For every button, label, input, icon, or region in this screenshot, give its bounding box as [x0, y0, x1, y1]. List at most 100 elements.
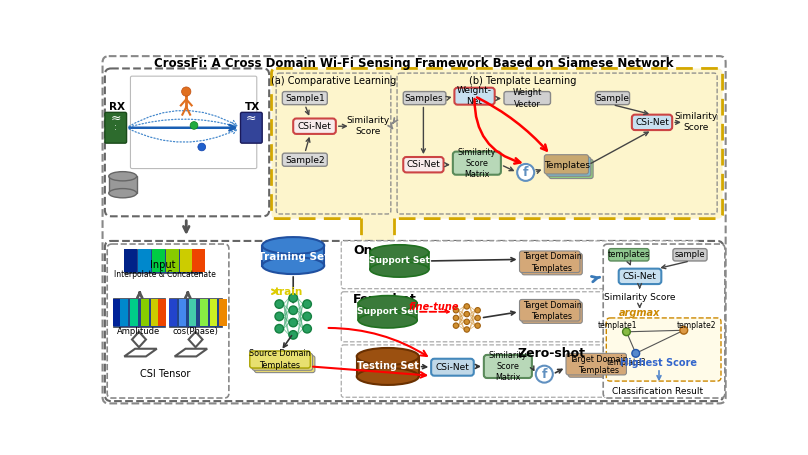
Circle shape: [453, 308, 459, 313]
Ellipse shape: [357, 348, 419, 365]
Circle shape: [289, 293, 297, 302]
FancyBboxPatch shape: [619, 268, 661, 284]
Text: Highest Score: Highest Score: [621, 358, 697, 368]
Circle shape: [275, 324, 284, 333]
Text: Similarity
Score: Similarity Score: [675, 112, 718, 132]
Bar: [124, 248, 202, 273]
Text: template3: template3: [607, 358, 646, 367]
Text: Templates: Templates: [544, 161, 590, 170]
Text: ≈: ≈: [246, 112, 257, 125]
Text: Target Domain
Templates: Target Domain Templates: [523, 301, 582, 321]
Text: (a) Comparative Learning: (a) Comparative Learning: [271, 76, 396, 86]
FancyBboxPatch shape: [549, 159, 593, 178]
Circle shape: [198, 143, 205, 151]
Text: Similarity Score: Similarity Score: [604, 293, 675, 303]
Text: Target Domain
Templates: Target Domain Templates: [523, 253, 582, 273]
Bar: [357, 356, 419, 376]
Circle shape: [289, 331, 297, 339]
Bar: [219, 298, 226, 326]
FancyBboxPatch shape: [403, 157, 444, 172]
FancyBboxPatch shape: [107, 244, 229, 398]
FancyBboxPatch shape: [250, 351, 310, 368]
Ellipse shape: [357, 368, 419, 385]
Text: One-shot: One-shot: [353, 244, 417, 257]
Ellipse shape: [109, 188, 137, 198]
Text: Testing Set: Testing Set: [357, 361, 419, 371]
Text: Sample: Sample: [595, 94, 629, 103]
Text: cos(Phase): cos(Phase): [173, 327, 218, 336]
Circle shape: [475, 315, 481, 321]
Text: templates: templates: [608, 250, 650, 259]
Bar: [192, 249, 205, 272]
FancyBboxPatch shape: [608, 248, 649, 261]
FancyBboxPatch shape: [568, 356, 629, 377]
Text: CSi-Net: CSi-Net: [623, 272, 657, 281]
FancyBboxPatch shape: [341, 345, 699, 397]
Polygon shape: [188, 332, 203, 347]
Circle shape: [289, 306, 297, 314]
Text: train: train: [276, 287, 304, 297]
Text: Similarity
Score: Similarity Score: [347, 116, 390, 136]
Text: Source Domain
Templates: Source Domain Templates: [249, 349, 311, 369]
Circle shape: [275, 312, 284, 321]
Text: argmax: argmax: [619, 308, 660, 318]
Text: CSi-Net: CSi-Net: [297, 121, 331, 131]
Circle shape: [517, 164, 534, 181]
Text: CSi-Net: CSi-Net: [406, 160, 440, 169]
Text: Similarity
Score
Matrix: Similarity Score Matrix: [489, 351, 527, 382]
FancyBboxPatch shape: [255, 356, 315, 373]
Circle shape: [464, 303, 469, 309]
FancyBboxPatch shape: [105, 112, 127, 143]
Text: :: :: [115, 123, 117, 132]
FancyBboxPatch shape: [520, 251, 580, 273]
Circle shape: [632, 349, 640, 357]
Circle shape: [464, 311, 469, 317]
Circle shape: [190, 121, 198, 129]
Bar: [138, 249, 150, 272]
Circle shape: [453, 315, 459, 321]
FancyBboxPatch shape: [673, 248, 707, 261]
Bar: [263, 246, 324, 266]
FancyBboxPatch shape: [632, 115, 672, 130]
FancyBboxPatch shape: [524, 256, 585, 277]
Text: Support Set: Support Set: [369, 257, 430, 265]
Ellipse shape: [358, 313, 417, 328]
Ellipse shape: [263, 237, 324, 254]
FancyBboxPatch shape: [276, 73, 391, 214]
Bar: [200, 298, 208, 326]
Text: Few-shot: Few-shot: [353, 293, 417, 306]
Text: f: f: [541, 368, 547, 381]
FancyBboxPatch shape: [545, 155, 588, 174]
Text: CSi-Net: CSi-Net: [635, 118, 669, 127]
FancyBboxPatch shape: [397, 73, 718, 214]
Text: Samples: Samples: [405, 94, 444, 103]
Bar: [370, 253, 429, 269]
Circle shape: [464, 319, 469, 324]
Circle shape: [475, 323, 481, 329]
Bar: [152, 249, 165, 272]
Bar: [188, 298, 196, 326]
Circle shape: [275, 300, 284, 308]
Text: f: f: [523, 166, 528, 179]
FancyBboxPatch shape: [341, 292, 699, 342]
Text: template2: template2: [676, 321, 716, 330]
FancyBboxPatch shape: [271, 68, 722, 218]
Bar: [169, 298, 177, 326]
Bar: [180, 249, 192, 272]
Text: Weight-
Net: Weight- Net: [457, 86, 492, 106]
FancyBboxPatch shape: [566, 354, 626, 375]
FancyBboxPatch shape: [431, 359, 473, 376]
Text: Interpolate & Concatenate: Interpolate & Concatenate: [115, 269, 217, 278]
Text: Zero-shot: Zero-shot: [517, 347, 585, 360]
Ellipse shape: [263, 257, 324, 274]
Bar: [169, 298, 222, 327]
Text: CSI Tensor: CSI Tensor: [140, 369, 191, 379]
Text: CSi-Net: CSi-Net: [436, 363, 469, 372]
Text: Classification Result: Classification Result: [612, 387, 703, 396]
FancyBboxPatch shape: [130, 76, 257, 168]
FancyBboxPatch shape: [504, 91, 550, 105]
Polygon shape: [175, 349, 207, 356]
Bar: [358, 303, 417, 320]
FancyBboxPatch shape: [252, 354, 313, 370]
Ellipse shape: [358, 296, 417, 311]
